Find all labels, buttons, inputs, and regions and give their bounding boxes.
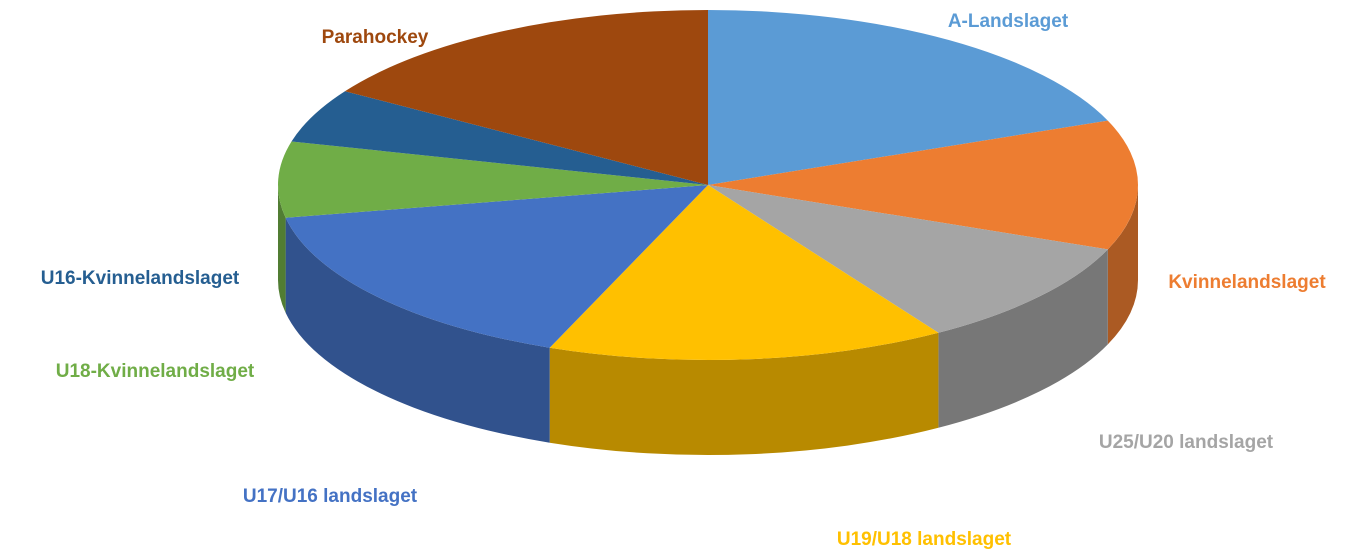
slice-side [1107, 185, 1138, 345]
slice [708, 10, 1108, 185]
slice-label: A-Landslaget [948, 11, 1069, 32]
slice-side [938, 249, 1108, 428]
slice-label: Kvinnelandslaget [1168, 272, 1326, 293]
slice [278, 141, 708, 218]
slice-label: U25/U20 landslaget [1099, 432, 1274, 453]
slice [344, 10, 708, 185]
slice-side [285, 217, 550, 443]
slice [708, 120, 1138, 250]
slice-label: U17/U16 landslaget [243, 486, 418, 507]
slice-label: U19/U18 landslaget [837, 529, 1012, 550]
slice-label: U16-Kvinnelandslaget [41, 268, 240, 289]
slice-label: Parahockey [322, 27, 429, 48]
slice [549, 185, 939, 360]
slice [291, 91, 708, 185]
slice-side [278, 185, 286, 313]
slice-label: U18-Kvinnelandslaget [56, 361, 255, 382]
slice [285, 185, 708, 348]
slice-side [549, 332, 939, 455]
slice [708, 185, 1108, 333]
